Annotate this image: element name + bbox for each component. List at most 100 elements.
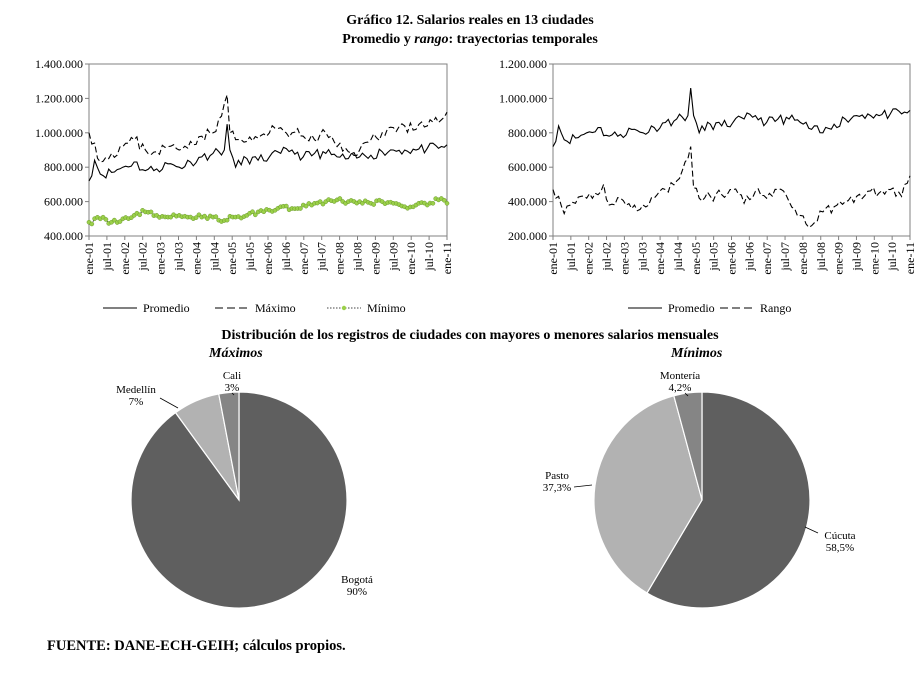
- x-tick-label: ene-03: [154, 242, 168, 275]
- data-point: [298, 206, 303, 211]
- x-tick-label: ene-05: [225, 242, 239, 275]
- legend: Promedio Máximo Mínimo: [103, 301, 406, 315]
- series-line: [88, 124, 448, 182]
- x-tick-label: ene-01: [546, 242, 560, 275]
- legend-item-promedio: Promedio: [628, 301, 715, 315]
- series-line: [552, 146, 911, 229]
- data-point: [253, 212, 258, 218]
- x-tick-label: jul-02: [600, 242, 614, 272]
- pie-leader-line: [573, 484, 593, 488]
- x-tick-label: jul-08: [814, 242, 828, 272]
- legend-marker: [341, 305, 347, 311]
- legend-item-mximo: Máximo: [215, 301, 296, 315]
- data-point: [137, 212, 143, 218]
- x-tick-label: ene-09: [832, 242, 846, 275]
- x-tick-label: ene-01: [82, 242, 96, 275]
- legend-item-promedio: Promedio: [103, 301, 190, 315]
- legend-label: Promedio: [143, 301, 190, 315]
- data-point: [337, 196, 343, 201]
- pie-label: Cúcuta: [824, 530, 855, 542]
- pie-label: Montería: [660, 370, 700, 382]
- legend-item-mnimo: Mínimo: [327, 301, 406, 315]
- y-tick-label: 1.200.000: [499, 57, 547, 71]
- x-tick-label: ene-08: [333, 242, 347, 275]
- chart-left: 400.000 600.000 800.000 1.000.000 1.200.000 1…: [35, 57, 454, 315]
- x-tick-label: jul-06: [279, 242, 293, 272]
- pie-max-title: Máximos: [209, 346, 263, 361]
- pie-label: Cali: [223, 370, 241, 382]
- x-tick-label: ene-06: [261, 242, 275, 275]
- x-tick-label: ene-03: [617, 242, 631, 275]
- x-tick-label: jul-10: [885, 242, 899, 272]
- legend-label: Promedio: [668, 301, 715, 315]
- legend-label: Rango: [760, 301, 791, 315]
- data-point: [371, 202, 377, 207]
- y-tick-label: 600.000: [44, 195, 83, 209]
- subtitle-rest: : trayectorias temporales: [448, 32, 598, 47]
- x-tick-label: ene-04: [189, 242, 203, 275]
- pie-slice-cali: [218, 391, 240, 501]
- x-tick-label: ene-06: [725, 242, 739, 275]
- x-tick-label: jul-05: [243, 242, 257, 272]
- pie-value-label: 37,3%: [543, 482, 571, 494]
- plot-frame: [552, 63, 911, 237]
- data-point: [213, 214, 219, 219]
- x-tick-label: ene-10: [404, 242, 418, 275]
- x-tick-label: ene-10: [867, 242, 881, 275]
- data-point: [103, 217, 109, 222]
- x-tick-label: ene-08: [796, 242, 810, 275]
- pie-value-label: 7%: [129, 396, 144, 408]
- pie-slice-bogot: [130, 391, 348, 609]
- legend-label: Máximo: [255, 301, 296, 315]
- subtitle-plain: Promedio y: [342, 32, 415, 47]
- pie-leader-line: [231, 392, 235, 396]
- pie-leader-line: [159, 397, 179, 409]
- data-point: [430, 201, 436, 206]
- x-tick-label: ene-11: [903, 242, 917, 274]
- data-point: [303, 203, 309, 209]
- y-tick-label: 400.000: [508, 195, 547, 209]
- y-tick-label: 1.000.000: [35, 126, 83, 140]
- data-point: [250, 209, 255, 215]
- data-point: [193, 215, 199, 220]
- x-tick-label: jul-03: [172, 242, 186, 272]
- y-tick-label: 1.400.000: [35, 57, 83, 71]
- series-promedio: [552, 88, 911, 147]
- y-tick-label: 800.000: [44, 160, 83, 174]
- legend-item-rango: Rango: [720, 301, 791, 315]
- x-tick-label: jul-09: [849, 242, 863, 272]
- x-tick-label: jul-05: [707, 242, 721, 272]
- x-tick-label: ene-04: [653, 242, 667, 275]
- x-tick-label: jul-09: [386, 242, 400, 272]
- x-tick-label: jul-06: [742, 242, 756, 272]
- pie-value-label: 58,5%: [826, 542, 854, 554]
- pie-min-title: Mínimos: [671, 346, 723, 361]
- legend: Promedio Rango: [628, 301, 791, 315]
- pie-value-label: 4,2%: [669, 382, 692, 394]
- x-tick-label: jul-03: [635, 242, 649, 272]
- series-line: [88, 94, 448, 163]
- chart-right: 200.000 400.000 600.000 800.000 1.000.000 1.2…: [499, 57, 917, 315]
- pie-slice-pasto: [593, 395, 703, 594]
- section-title: Distribución de los registros de ciudade…: [221, 328, 719, 343]
- x-tick-label: ene-07: [760, 242, 774, 275]
- pie-label: Medellín: [116, 384, 156, 396]
- data-point: [89, 221, 95, 227]
- x-tick-label: jul-01: [564, 242, 578, 272]
- x-tick-label: ene-09: [368, 242, 382, 275]
- series-rango: [552, 146, 911, 229]
- pie-label: Bogotá: [341, 574, 373, 586]
- series-mnimo: [86, 196, 450, 227]
- x-tick-label: jul-01: [100, 242, 114, 272]
- x-tick-label: jul-08: [351, 242, 365, 272]
- data-point: [205, 216, 210, 221]
- x-tick-label: ene-07: [297, 242, 311, 275]
- data-point: [284, 203, 289, 209]
- x-tick-label: jul-04: [207, 242, 221, 272]
- x-tick-label: jul-04: [671, 242, 685, 272]
- pie-leader-line: [804, 526, 819, 534]
- pie-value-label: 90%: [347, 586, 367, 598]
- y-tick-label: 200.000: [508, 229, 547, 243]
